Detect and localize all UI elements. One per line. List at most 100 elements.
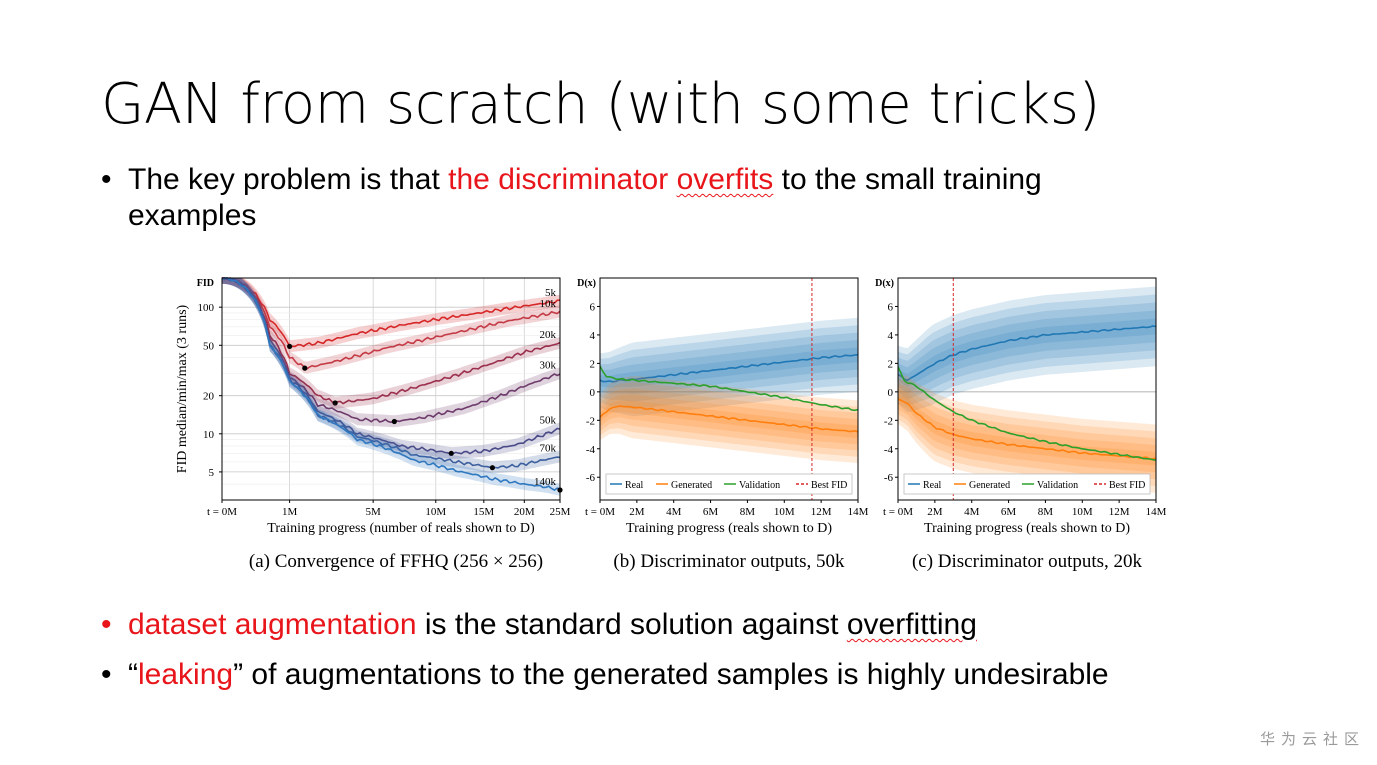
y-tick-label: 2 [888, 358, 894, 370]
y-tick-label: -4 [884, 444, 894, 456]
y-axis-title: D(x) [875, 278, 894, 289]
series-line-5k [222, 277, 561, 348]
series-line-140k [221, 277, 561, 492]
legend-label-real: Real [923, 480, 942, 491]
best-fid-point-5k [287, 343, 293, 350]
x-tick-label: 14M [848, 506, 869, 518]
series-band-Real [898, 318, 1156, 387]
series-band-Generated [898, 374, 1156, 493]
series-band-Generated [898, 394, 1156, 466]
x-tick-label: 8M [740, 506, 756, 518]
x-tick-label: 2M [629, 506, 645, 518]
slide-title: GAN from scratch (with some tricks) [101, 72, 1100, 137]
legend-label-best-fid: Best FID [811, 480, 847, 491]
plot-frame-c [897, 277, 1157, 501]
series-band-Generated [898, 389, 1156, 473]
x-tick-label: 25M [550, 506, 571, 518]
chart-caption: (a) Convergence of FFHQ (256 × 256) [249, 551, 543, 572]
x-axis-label: Training progress (number of reals shown… [267, 521, 535, 536]
x-tick-label: 10M [425, 506, 446, 518]
x-tick-label: 10M [1072, 506, 1093, 518]
series-band-Real [600, 325, 858, 409]
best-fid-point-30k [391, 418, 397, 425]
plot-frame-a [221, 277, 561, 501]
series-line-Real [600, 354, 858, 383]
y-tick-label: 10 [203, 429, 215, 441]
chart-caption: (b) Discriminator outputs, 50k [613, 551, 845, 572]
series-band-Real [600, 332, 858, 402]
series-line-Generated [600, 405, 858, 433]
series-label-30k: 30k [540, 359, 557, 371]
legend-label-generated: Generated [671, 480, 712, 491]
x-tick-label: 14M [1146, 506, 1167, 518]
bullet-1-line2: examples [128, 199, 257, 232]
best-fid-point-50k [448, 450, 454, 457]
chart-caption: (c) Discriminator outputs, 20k [912, 551, 1143, 572]
legend-label-real: Real [625, 480, 644, 491]
y-axis-title: FID [197, 278, 214, 289]
series-label-140k: 140k [534, 476, 557, 488]
series-label-10k: 10k [540, 298, 557, 310]
series-line-Validation [600, 365, 858, 412]
series-line-50k [221, 277, 561, 455]
series-label-5k: 5k [545, 287, 557, 299]
series-line-Generated [898, 398, 1156, 460]
series-line-20k [222, 277, 561, 406]
plot-frame-b [599, 277, 859, 501]
y-tick-label: -4 [586, 444, 596, 456]
x-tick-label: 12M [811, 506, 832, 518]
series-label-70k: 70k [540, 443, 557, 455]
y-axis-label: FID median/min/max (3 runs) [175, 304, 190, 473]
series-label-50k: 50k [540, 415, 557, 427]
bullet-marker: • [101, 608, 112, 641]
y-tick-label: 20 [203, 391, 215, 403]
series-band-Generated [898, 379, 1156, 487]
series-band-Real [898, 302, 1156, 400]
series-line-Validation [898, 366, 1156, 461]
bullet-3-text: “leaking” of augmentations to the genera… [128, 658, 1109, 691]
best-fid-point-20k [332, 400, 338, 406]
series-band-Real [898, 286, 1156, 413]
y-axis-title: D(x) [577, 278, 596, 289]
x-tick-label: 12M [1109, 506, 1130, 518]
legend-label-validation: Validation [1037, 480, 1078, 491]
x-tick-label: 4M [964, 506, 980, 518]
y-tick-label: 50 [203, 340, 215, 352]
legend-label-generated: Generated [969, 480, 1010, 491]
y-tick-label: 4 [590, 330, 596, 342]
x-tick-label: 4M [666, 506, 682, 518]
bullet-1-text: The key problem is that the discriminato… [128, 163, 1042, 196]
x-tick-label: 2M [927, 506, 943, 518]
series-band-5k [222, 278, 560, 353]
best-fid-point-10k [302, 365, 308, 371]
x-tick-label: t = 0M [585, 506, 615, 518]
x-tick-label: 8M [1038, 506, 1054, 518]
x-tick-label: 15M [473, 506, 494, 518]
series-line-Real [898, 325, 1156, 382]
y-tick-label: 6 [888, 301, 894, 313]
x-tick-label: 6M [1001, 506, 1017, 518]
y-tick-label: -6 [884, 472, 894, 484]
x-tick-label: 1M [282, 506, 298, 518]
series-band-70k [222, 278, 560, 474]
series-band-Real [898, 294, 1156, 406]
x-tick-label: t = 0M [207, 506, 237, 518]
x-tick-label: t = 0M [883, 506, 913, 518]
series-line-30k [221, 277, 561, 424]
series-line-10k [221, 277, 561, 371]
y-tick-label: 0 [888, 387, 894, 399]
legend-label-best-fid: Best FID [1109, 480, 1145, 491]
bullet-marker: • [101, 163, 112, 196]
series-band-Generated [898, 384, 1156, 480]
bullet-2-text: dataset augmentation is the standard sol… [128, 608, 977, 641]
legend-label-validation: Validation [739, 480, 780, 491]
x-axis-label: Training progress (reals shown to D) [626, 521, 832, 536]
x-tick-label: 20M [514, 506, 535, 518]
best-fid-point-70k [489, 465, 495, 471]
y-tick-label: -6 [586, 472, 596, 484]
series-band-Real [600, 317, 858, 417]
series-label-20k: 20k [540, 329, 557, 341]
y-tick-label: 5 [209, 467, 215, 479]
y-tick-label: -2 [884, 415, 893, 427]
